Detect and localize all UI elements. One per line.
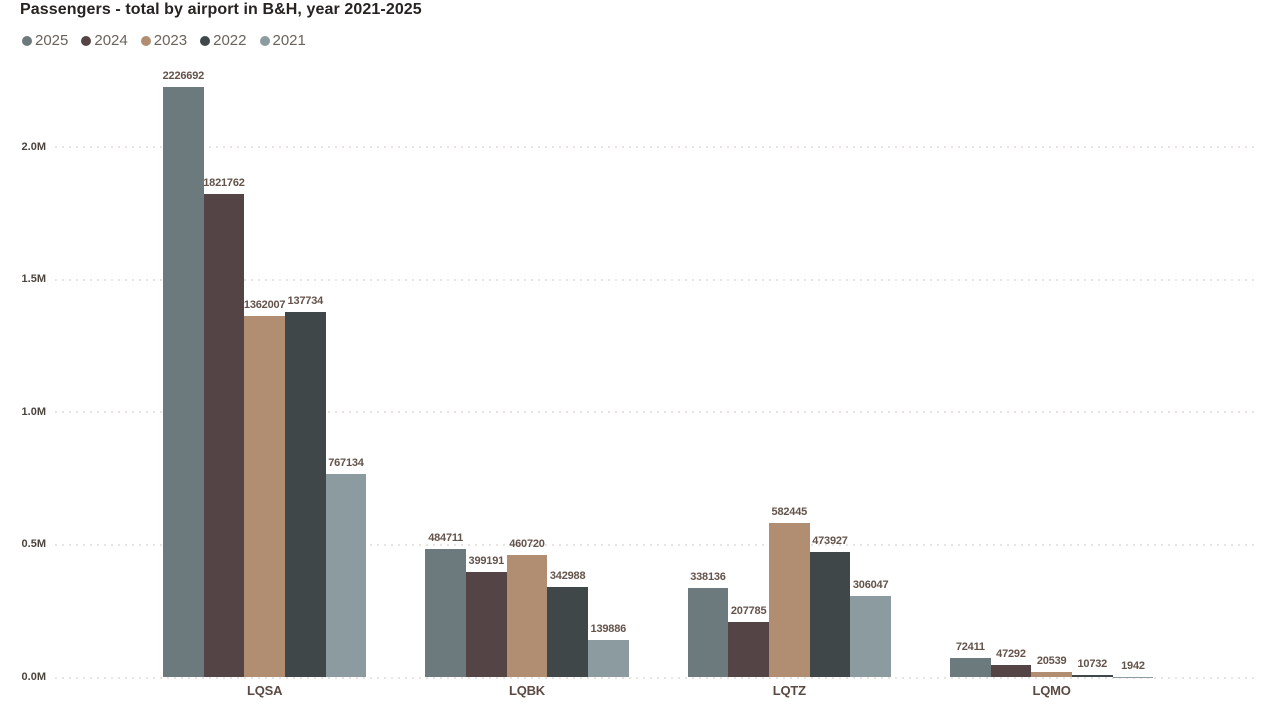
bar-2021-LQSA[interactable] — [325, 474, 367, 678]
bar-value-label: 767134 — [328, 457, 364, 470]
bar-value-label: 1821762 — [203, 177, 245, 190]
legend-dot-icon — [200, 35, 211, 46]
gridline — [55, 278, 1258, 281]
bar-2022-LQTZ[interactable] — [809, 551, 851, 678]
bar-2024-LQMO[interactable] — [990, 664, 1032, 678]
legend-item-2024[interactable]: 2024 — [81, 32, 128, 49]
bar-value-label: 338136 — [690, 570, 726, 583]
bar-value-label: 399191 — [468, 554, 505, 567]
y-axis-tick-label: 1.0M — [21, 405, 46, 418]
y-axis-tick-label: 1.5M — [21, 273, 46, 286]
legend-item-2022[interactable]: 2022 — [200, 32, 247, 49]
gridline — [55, 146, 1258, 149]
bar-2025-LQBK[interactable] — [425, 548, 466, 678]
bar-2021-LQTZ[interactable] — [850, 596, 891, 678]
bar-value-label: 20539 — [1036, 655, 1067, 668]
bar-2025-LQSA[interactable] — [163, 86, 204, 678]
bar-value-label: 484711 — [428, 531, 464, 544]
legend-item-label: 2025 — [35, 32, 69, 49]
x-axis-category-label-LQBK: LQBK — [508, 683, 545, 698]
bar-2023-LQMO[interactable] — [1031, 672, 1072, 678]
legend-dot-icon — [259, 35, 270, 46]
bar-2024-LQTZ[interactable] — [728, 622, 769, 678]
bar-value-label: 306047 — [852, 579, 889, 592]
chart-title: Passengers - total by airport in B&H, ye… — [20, 1, 422, 18]
bar-2023-LQTZ[interactable] — [768, 523, 810, 678]
bar-2024-LQSA[interactable] — [203, 194, 245, 678]
y-axis-tick-label: 0.0M — [21, 671, 46, 683]
legend-dot-icon — [81, 35, 92, 46]
bar-value-label: 473927 — [812, 534, 848, 547]
bar-value-label: 139886 — [590, 623, 627, 636]
bar-value-label: 342988 — [549, 569, 586, 582]
bar-2023-LQSA[interactable] — [244, 316, 285, 678]
bar-value-label: 2226692 — [162, 69, 205, 82]
legend-item-2023[interactable]: 2023 — [140, 32, 188, 49]
x-axis-category-label-LQTZ: LQTZ — [772, 683, 806, 698]
gridline — [55, 411, 1258, 414]
x-axis-category-label-LQMO: LQMO — [1032, 683, 1071, 698]
bar-2025-LQMO[interactable] — [949, 658, 991, 678]
bar-value-label: 1362007 — [243, 299, 286, 312]
bar-2024-LQBK[interactable] — [465, 571, 507, 678]
bar-value-label: 460720 — [509, 538, 545, 551]
bar-value-label: 47292 — [996, 647, 1026, 660]
legend-item-label: 2022 — [213, 32, 247, 49]
bar-value-label: 10732 — [1077, 657, 1108, 670]
gridline — [55, 543, 1258, 546]
bar-2022-LQMO[interactable] — [1071, 674, 1113, 678]
bar-value-label: 582445 — [771, 506, 808, 519]
chart-legend: 2025 2024 2023 2022 2021 — [22, 32, 306, 49]
gridline — [55, 676, 1258, 679]
legend-item-2021[interactable]: 2021 — [259, 32, 306, 49]
y-axis-tick-label: 0.5M — [21, 538, 46, 551]
y-axis-tick-label: 2.0M — [21, 140, 46, 153]
bar-value-label: 207785 — [730, 605, 767, 618]
bar-2021-LQBK[interactable] — [587, 640, 629, 678]
legend-item-2025[interactable]: 2025 — [22, 32, 68, 49]
bar-2025-LQTZ[interactable] — [687, 587, 729, 678]
legend-item-label: 2024 — [94, 32, 128, 49]
bar-value-label: 72411 — [955, 641, 985, 654]
bar-2022-LQSA[interactable] — [284, 312, 326, 678]
legend-item-label: 2021 — [272, 32, 306, 49]
legend-dot-icon — [140, 35, 151, 46]
bar-value-label: 1942 — [1121, 659, 1145, 672]
bar-2021-LQMO[interactable] — [1112, 676, 1154, 678]
bar-value-label: 137734 — [287, 295, 324, 308]
legend-item-label: 2023 — [153, 32, 188, 49]
bar-2023-LQBK[interactable] — [506, 555, 548, 678]
x-axis-category-label-LQSA: LQSA — [246, 683, 283, 698]
bar-2022-LQBK[interactable] — [547, 586, 588, 678]
legend-dot-icon — [22, 35, 32, 46]
